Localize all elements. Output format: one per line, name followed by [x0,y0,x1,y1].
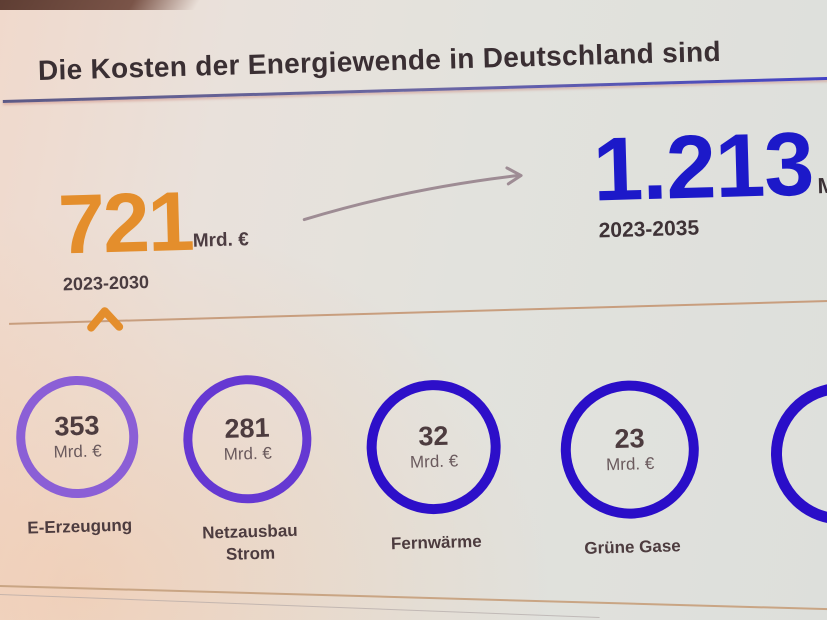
cost-label: Netzausbau Strom [201,520,298,564]
ring-e-erzeugung: 353 Mrd. € [14,374,140,500]
total-2030-value: 721 [56,173,194,272]
cost-value: 281 [224,412,270,444]
arrow-right-icon [302,166,523,222]
section-divider [9,298,827,325]
ring-netzausbau-strom: 281 Mrd. € [181,373,314,506]
cost-unit: Mrd. € [223,443,273,464]
cost-item-e-erzeugung: 353 Mrd. € E-Erzeugung [0,374,165,541]
cost-value: 32 [417,420,449,452]
cost-label: Spei [760,540,827,567]
cost-item-netzausbau-strom: 281 Mrd. € Netzausbau Strom [161,373,336,568]
ring-speicher: 1 Mrd [769,380,827,527]
cost-unit: Mrd. € [409,451,459,472]
cost-unit: Mrd. € [605,453,655,475]
total-2035-unit: M [817,172,827,199]
cost-item-fernwaerme: 32 Mrd. € Fernwärme [347,378,522,557]
cost-label: E-Erzeugung [27,515,133,538]
cost-label: Fernwärme [390,531,482,554]
cost-item-gruene-gase: 23 Mrd. € Grüne Gase [543,378,718,561]
caret-up-icon [87,307,124,332]
cost-item-speicher: 1 Mrd Spei [755,380,827,567]
total-2030-period: 2023-2030 [62,271,150,295]
cost-unit: Mrd. € [53,441,102,462]
total-2030-unit: Mrd. € [192,229,250,252]
ring-gruene-gase: 23 Mrd. € [558,378,701,521]
cost-value: 353 [53,410,100,442]
total-2035-period: 2023-2035 [598,216,700,243]
total-2035-value: 1.213 [591,114,815,221]
cost-value: 23 [614,423,645,455]
cost-label: Grüne Gase [584,536,681,558]
ring-fernwaerme: 32 Mrd. € [364,378,503,516]
slide-title: Die Kosten der Energiewende in Deutschla… [37,35,722,86]
